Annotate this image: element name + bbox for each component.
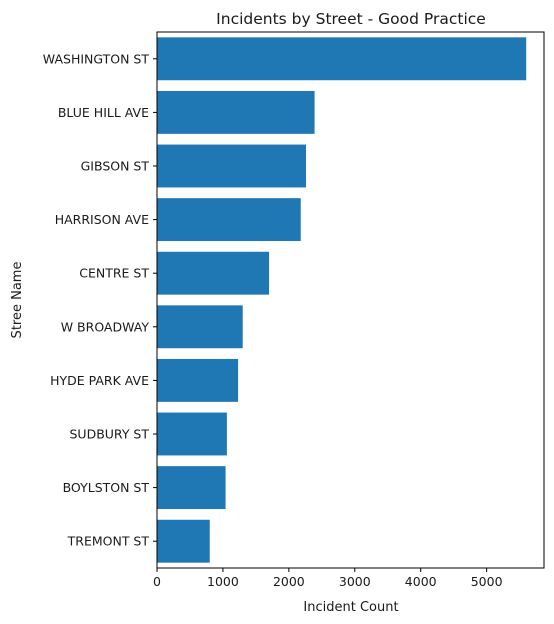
bar: [157, 466, 226, 510]
y-tick-label: TREMONT ST: [67, 534, 150, 549]
bar: [157, 519, 210, 563]
y-tick-label: WASHINGTON ST: [43, 51, 150, 66]
y-axis-label: Stree Name: [10, 262, 25, 339]
x-axis-ticks: 0 1000 2000 3000 4000 5000: [153, 568, 503, 589]
y-tick-label: HYDE PARK AVE: [50, 373, 149, 388]
bar: [157, 412, 227, 456]
x-tick-label: 5000: [471, 574, 503, 589]
y-axis-ticks: WASHINGTON ST BLUE HILL AVE GIBSON ST HARRI…: [43, 51, 157, 549]
bar: [157, 305, 243, 349]
bar: [157, 251, 270, 295]
y-tick-label: GIBSON ST: [81, 159, 150, 174]
y-tick-label: SUDBURY ST: [70, 427, 150, 442]
bar: [157, 37, 527, 81]
y-tick-label: W BROADWAY: [61, 319, 150, 334]
chart-title: Incidents by Street - Good Practice: [216, 10, 486, 28]
bar: [157, 90, 315, 134]
x-tick-label: 4000: [405, 574, 437, 589]
bars-group: [157, 37, 527, 563]
bar: [157, 198, 301, 242]
y-tick-label: CENTRE ST: [79, 266, 149, 281]
x-tick-label: 2000: [273, 574, 305, 589]
y-tick-label: BLUE HILL AVE: [58, 105, 149, 120]
y-tick-label: HARRISON AVE: [55, 212, 149, 227]
bar: [157, 144, 306, 188]
x-tick-label: 0: [153, 574, 161, 589]
x-axis-label: Incident Count: [303, 600, 398, 615]
y-tick-label: BOYLSTON ST: [63, 480, 150, 495]
plot-frame: [156, 31, 545, 569]
bar: [157, 358, 239, 402]
x-tick-label: 3000: [339, 574, 371, 589]
x-tick-label: 1000: [207, 574, 239, 589]
